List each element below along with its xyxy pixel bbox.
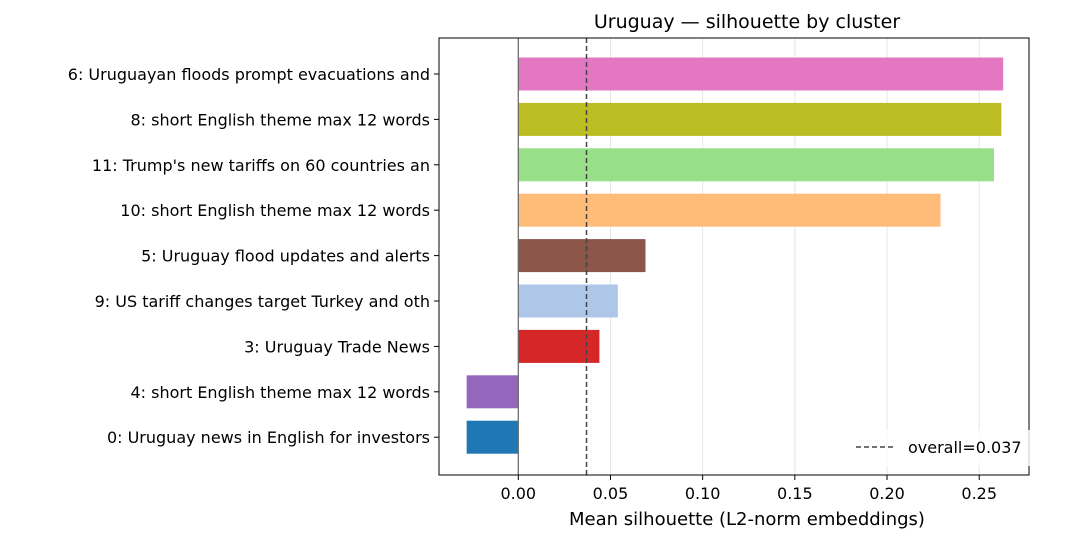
x-tick-label-1: 0.05: [593, 484, 629, 503]
x-axis-ticks: 0.00 0.05 0.10 0.15 0.20 0.25: [500, 475, 997, 503]
y-tick-label-2: 11: Trump's new tariffs on 60 countries …: [92, 156, 430, 175]
bar-4: [518, 239, 646, 273]
x-tick-label-4: 0.20: [869, 484, 905, 503]
x-tick-label-5: 0.25: [961, 484, 997, 503]
bar-3: [518, 193, 941, 227]
plot-frame: [438, 37, 1030, 476]
chart-title: Uruguay — silhouette by cluster: [594, 11, 900, 33]
bar-0: [518, 57, 1004, 91]
y-tick-label-4: 5: Uruguay flood updates and alerts: [141, 247, 430, 266]
y-tick-label-0: 6: Uruguayan floods prompt evacuations a…: [68, 65, 430, 84]
legend-entry-overall: overall=0.037: [908, 438, 1022, 457]
bars: [466, 38, 1004, 475]
bar-5: [518, 284, 618, 318]
x-tick-label-3: 0.15: [777, 484, 813, 503]
bar-8: [466, 420, 519, 454]
legend-box: [845, 430, 1043, 466]
y-tick-label-5: 9: US tariff changes target Turkey and o…: [95, 292, 430, 311]
y-tick-label-8: 0: Uruguay news in English for investors: [107, 428, 430, 447]
x-axis-label: Mean silhouette (L2-norm embeddings): [569, 509, 925, 530]
y-tick-label-6: 3: Uruguay Trade News: [244, 337, 430, 356]
bar-1: [518, 102, 1002, 136]
x-tick-label-0: 0.00: [500, 484, 536, 503]
bar-7: [466, 375, 519, 409]
bar-2: [518, 148, 994, 182]
y-tick-label-7: 4: short English theme max 12 words: [130, 383, 430, 402]
x-tick-label-2: 0.10: [685, 484, 721, 503]
legend: overall=0.037: [845, 430, 1043, 466]
y-tick-label-1: 8: short English theme max 12 words: [130, 110, 430, 129]
y-tick-label-3: 10: short English theme max 12 words: [120, 201, 430, 220]
y-axis-labels: 6: Uruguayan floods prompt evacuations a…: [68, 65, 439, 447]
